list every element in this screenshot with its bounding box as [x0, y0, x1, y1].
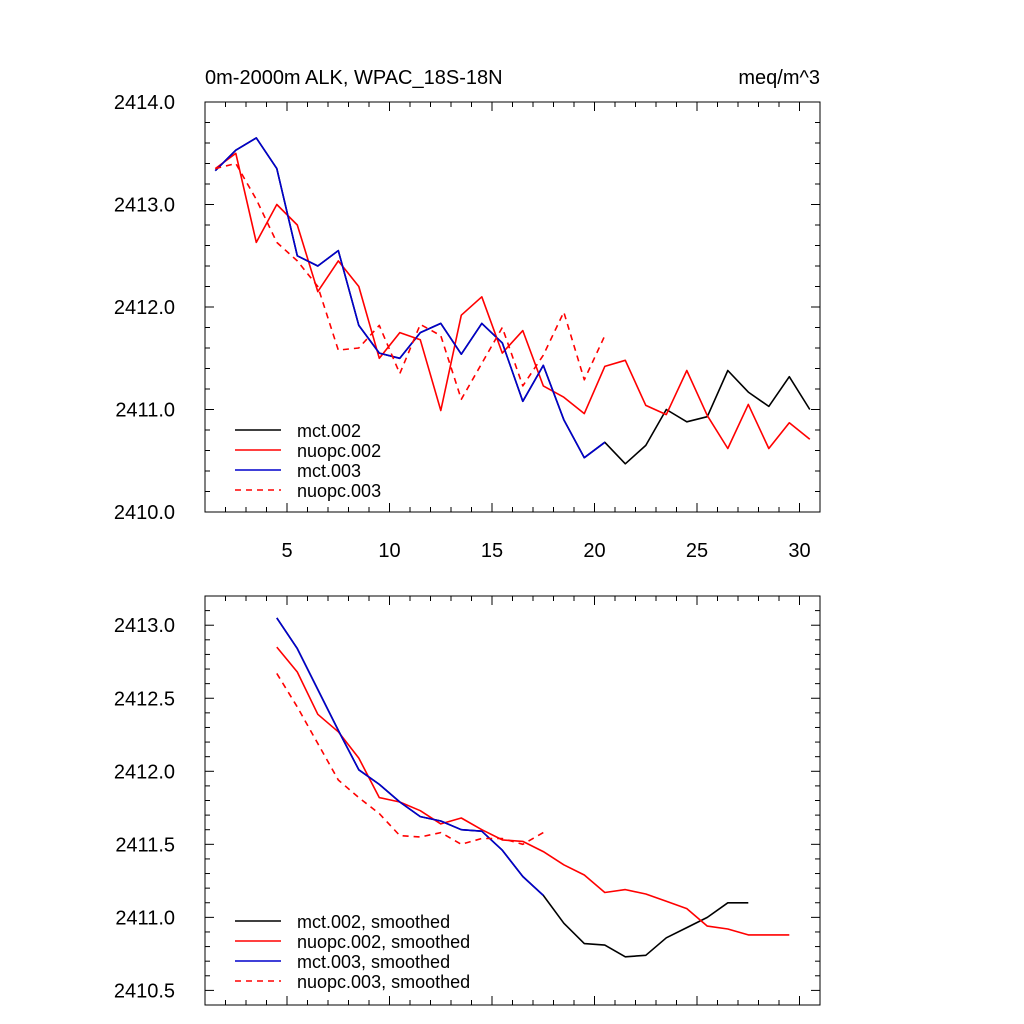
- legend-label: mct.003, smoothed: [297, 952, 450, 972]
- y-tick-label: 2411.0: [115, 907, 175, 929]
- series-line-nuopc-003-smoothed: [276, 672, 544, 846]
- series-line-nuopc-003: [215, 162, 606, 401]
- x-tick-label: 25: [686, 540, 708, 562]
- y-tick-label: 2412.0: [114, 297, 175, 319]
- y-tick-label: 2411.5: [115, 834, 175, 856]
- y-tick-label: 2410.0: [114, 502, 175, 524]
- chart-panel-2: 2410.5 2411.0 2411.5 2412.0 2412.5 2413.0 mct.…: [114, 595, 821, 1006]
- series-line-mct-002: [214, 137, 811, 465]
- y-tick-label: 2412.0: [114, 761, 175, 783]
- x-tick-label: 5: [281, 540, 292, 562]
- legend-label: mct.002: [297, 421, 361, 441]
- series-line-nuopc-002-smoothed: [276, 646, 790, 936]
- x-tick-label: 20: [583, 540, 605, 562]
- legend-label: mct.003: [297, 461, 361, 481]
- chart-title: 0m-2000m ALK, WPAC_18S-18N: [205, 67, 503, 89]
- y-tick-label: 2412.5: [114, 688, 175, 710]
- legend-label: mct.002, smoothed: [297, 912, 450, 932]
- units-label: meq/m^3: [738, 67, 820, 89]
- series-line-nuopc-002: [214, 152, 811, 450]
- y-tick-label: 2413.0: [114, 615, 175, 637]
- legend-label: nuopc.003, smoothed: [297, 972, 470, 992]
- legend-label: nuopc.002, smoothed: [297, 932, 470, 952]
- x-tick-label: 10: [378, 540, 400, 562]
- chart-panel-1: 5 10 15 20 25 30 2410.0 2411.0 2412.0 2413.0 2414.…: [114, 67, 821, 562]
- x-tick-label: 30: [788, 540, 810, 562]
- y-tick-label: 2413.0: [114, 195, 175, 217]
- series-line-mct-003: [214, 137, 606, 459]
- y-tick-label: 2410.5: [114, 980, 175, 1002]
- series-line-mct-003-smoothed: [276, 617, 544, 896]
- legend-label: nuopc.002: [297, 441, 381, 461]
- x-tick-label: 15: [481, 540, 503, 562]
- legend-label: nuopc.003: [297, 481, 381, 501]
- y-tick-label: 2411.0: [115, 400, 175, 422]
- y-tick-label: 2414.0: [114, 92, 175, 114]
